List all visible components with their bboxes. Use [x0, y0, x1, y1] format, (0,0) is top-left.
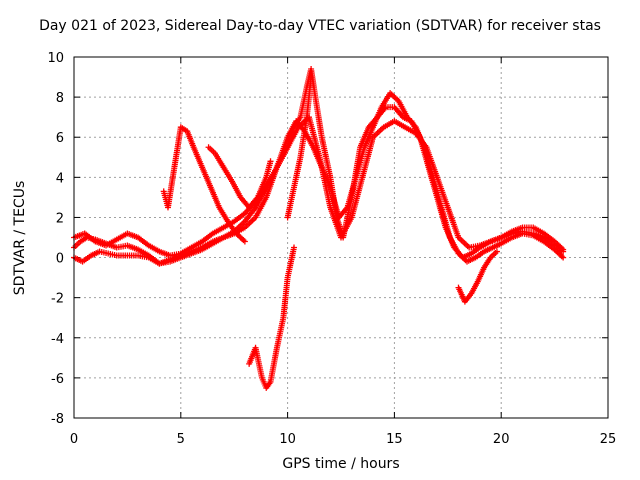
x-tick-label: 25 — [600, 432, 617, 447]
y-tick-label: 0 — [56, 252, 64, 267]
series — [205, 144, 274, 211]
data-point — [241, 238, 248, 245]
y-tick-label: 8 — [56, 91, 64, 106]
y-tick-label: -4 — [51, 332, 64, 347]
x-tick-label: 0 — [70, 432, 78, 447]
data-point — [493, 248, 500, 255]
y-tick-label: 6 — [56, 131, 64, 146]
y-tick-label: 10 — [47, 51, 64, 66]
chart-title: Day 021 of 2023, Sidereal Day-to-day VTE… — [39, 18, 601, 34]
y-tick-label: 4 — [56, 171, 64, 186]
data-point — [308, 74, 315, 81]
data-point — [291, 244, 298, 251]
data-point — [560, 254, 567, 261]
data-point — [560, 246, 567, 253]
plot-frame — [73, 56, 609, 419]
data-markers — [71, 66, 567, 391]
data-point — [267, 158, 274, 165]
series — [71, 66, 567, 267]
x-tick-label: 20 — [493, 432, 510, 447]
series — [246, 244, 298, 391]
x-tick-label: 15 — [386, 432, 403, 447]
series — [71, 114, 567, 259]
x-axis-label: GPS time / hours — [282, 456, 400, 472]
series — [455, 248, 500, 305]
x-tick-label: 10 — [279, 432, 296, 447]
x-tick-label: 5 — [177, 432, 185, 447]
series — [284, 74, 315, 221]
axis-ticks: 0 5 10 15 20 25 -8 -6 -4 -2 0 2 4 6 8 10 — [47, 51, 616, 447]
y-tick-label: -8 — [51, 412, 64, 427]
y-tick-label: 2 — [56, 211, 64, 226]
series — [160, 124, 248, 245]
y-tick-label: -2 — [51, 292, 64, 307]
y-tick-label: -6 — [51, 372, 64, 387]
